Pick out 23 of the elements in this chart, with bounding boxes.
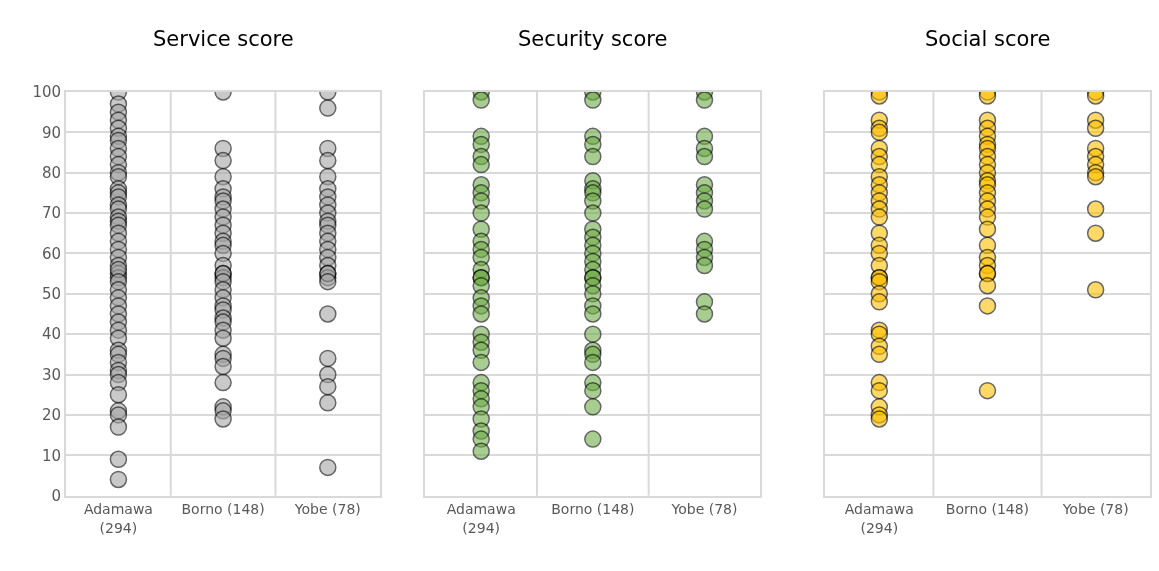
- y-tick-label: 20: [41, 406, 62, 425]
- y-tick-label: 30: [41, 365, 62, 384]
- x-tick-label: Adamawa (294): [83, 501, 153, 536]
- chart-title: Social score: [925, 27, 1051, 51]
- x-tick-label: Borno (148): [945, 501, 1030, 518]
- y-tick-label: 80: [41, 163, 62, 182]
- chart-title: Service score: [153, 27, 294, 51]
- y-tick-label: 60: [41, 244, 62, 263]
- x-tick-label: Borno (148): [551, 501, 635, 518]
- y-tick-label: 100: [32, 83, 62, 102]
- x-tick-label: Yobe (78): [293, 501, 361, 518]
- y-tick-label: 10: [41, 446, 62, 465]
- x-tick-label: Adamawa (294): [844, 501, 914, 536]
- y-tick-label: 50: [41, 285, 62, 304]
- chart-title: Security score: [518, 27, 668, 51]
- x-tick-label: Yobe (78): [670, 501, 738, 518]
- x-tick-label: Yobe (78): [1061, 501, 1129, 518]
- x-tick-label: Borno (148): [181, 501, 265, 518]
- y-tick-label: 90: [41, 123, 62, 142]
- y-tick-label: 40: [41, 325, 62, 344]
- y-tick-label: 70: [41, 204, 62, 223]
- x-tick-label: Adamawa (294): [446, 501, 516, 536]
- y-tick-label: 0: [51, 486, 62, 505]
